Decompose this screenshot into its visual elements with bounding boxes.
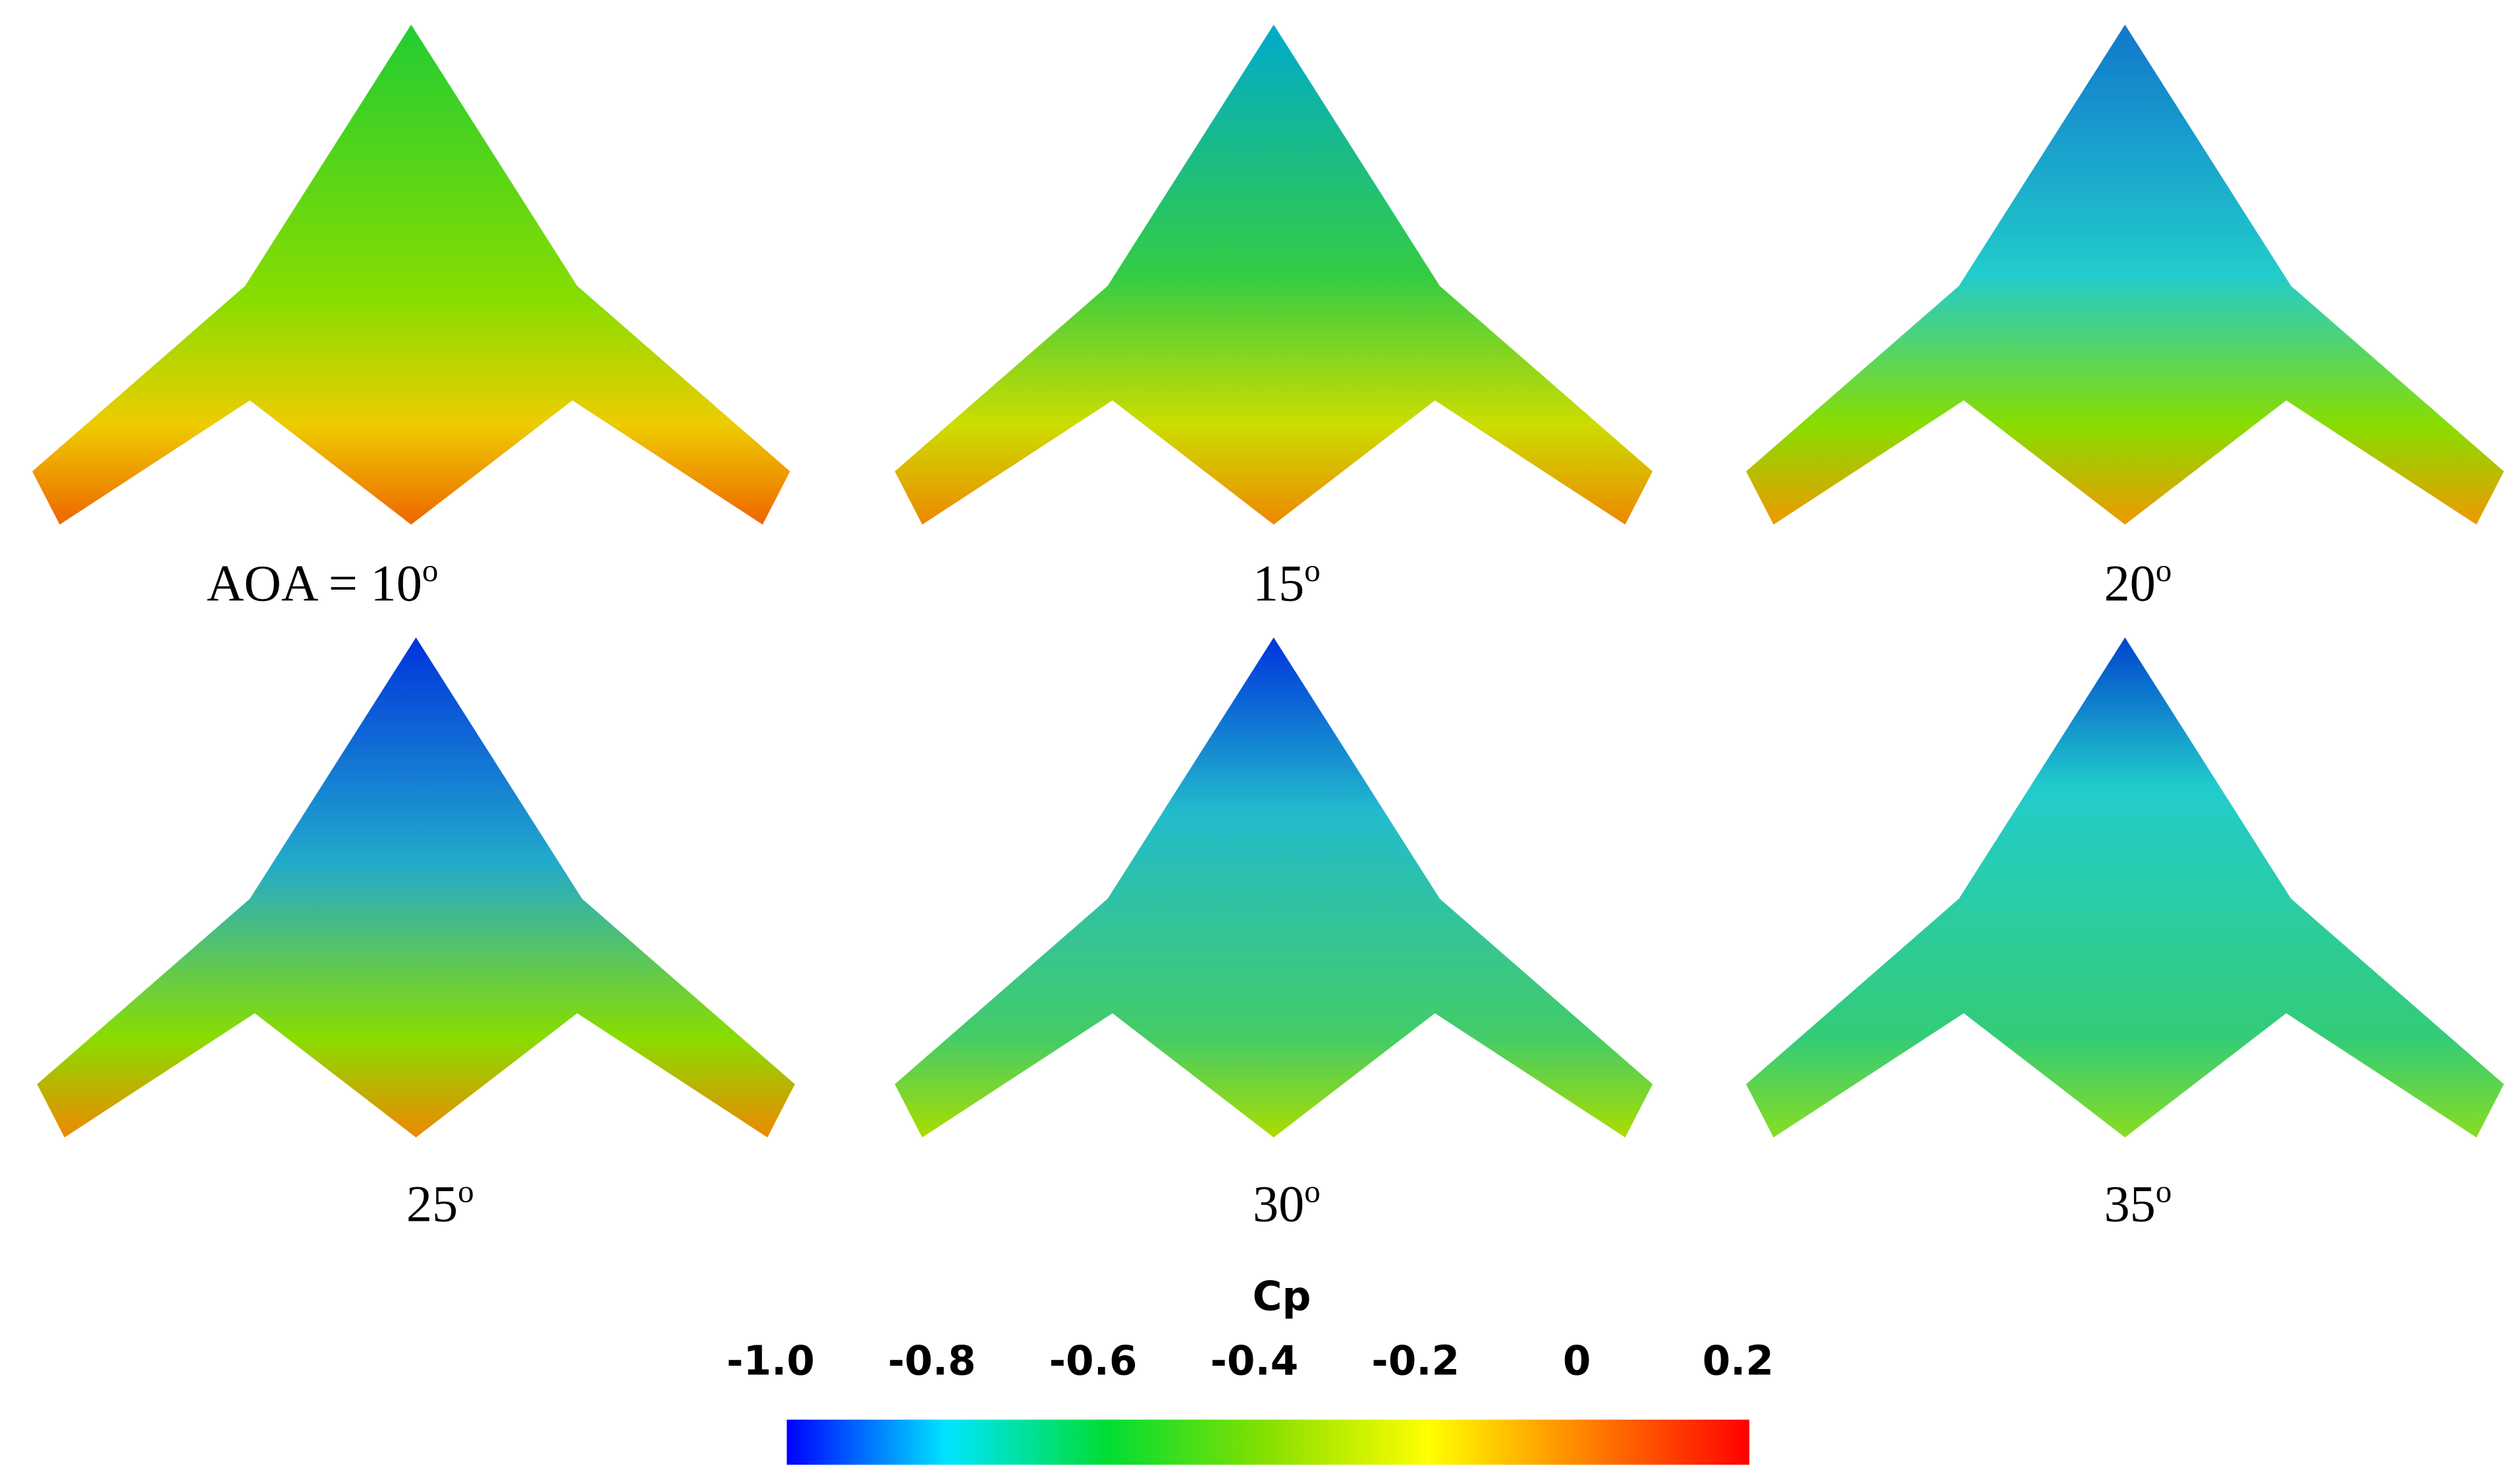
wing-plot (37, 637, 795, 1138)
colorbar: Cp -1.0 -0.8 -0.6 -0.4 -0.2 0 0.2 (726, 1273, 1774, 1465)
panel-label: 35o (2104, 1173, 2172, 1232)
colorbar-tick-label: -0.8 (888, 1337, 976, 1384)
label-superscript: o (1304, 552, 1320, 588)
wing-plot (894, 637, 1653, 1138)
wing-plot (1746, 637, 2504, 1138)
wing-plot (894, 24, 1653, 525)
label-text: AOA = 10 (207, 554, 422, 611)
wing-plot (32, 24, 790, 525)
panel-label: 30o (1253, 1173, 1321, 1232)
label-text: 20 (2104, 554, 2155, 611)
wing-plot (1746, 24, 2504, 525)
label-superscript: o (1304, 1173, 1320, 1209)
colorbar-title: Cp (1253, 1273, 1311, 1320)
colorbar-tick-label: -0.4 (1211, 1337, 1299, 1384)
label-text: 15 (1253, 554, 1304, 611)
panel-labels: AOA = 10o 15o 20o 25o 30o 35o (207, 552, 2172, 1233)
colorbar-tick-label: -0.6 (1049, 1337, 1137, 1384)
label-superscript: o (2156, 1173, 2172, 1209)
panel-label: 25o (406, 1173, 474, 1232)
label-superscript: o (2156, 552, 2172, 588)
colorbar-tick-label: -0.2 (1371, 1337, 1460, 1384)
panel-label: 20o (2104, 552, 2172, 611)
panel-label: AOA = 10o (207, 552, 439, 611)
colorbar-tick-label: -1.0 (726, 1337, 815, 1384)
label-text: 25 (406, 1175, 458, 1233)
panel-label: 15o (1253, 552, 1321, 611)
colorbar-tick-label: 0.2 (1703, 1337, 1774, 1384)
label-superscript: o (422, 552, 438, 588)
colorbar-tick-label: 0 (1563, 1337, 1591, 1384)
label-superscript: o (458, 1173, 474, 1209)
label-text: 35 (2104, 1175, 2155, 1233)
label-text: 30 (1253, 1175, 1304, 1233)
colorbar-gradient (786, 1419, 1749, 1465)
